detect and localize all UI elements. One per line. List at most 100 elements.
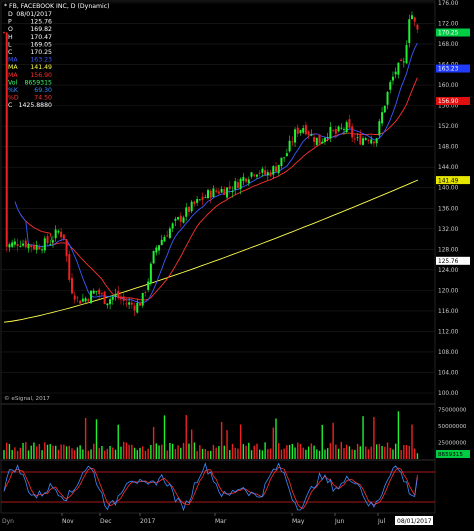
candle-body (5, 32, 8, 247)
volume-bar (373, 417, 375, 459)
data-window-value: 169.05 (30, 41, 52, 48)
candle-body (296, 127, 299, 134)
candle-body (359, 135, 362, 145)
candle-body (3, 32, 5, 33)
volume-bar (253, 445, 255, 459)
volume-badge (436, 450, 470, 458)
volume-bar (114, 449, 117, 459)
candle-body (351, 126, 354, 138)
volume-bar (261, 450, 264, 459)
date-axis[interactable]: Nov Dec 2017 Mar May Jun Jul 08/01/2017 (61, 513, 433, 525)
stochastic-panel (0, 459, 436, 514)
candle-body (174, 218, 177, 221)
volume-bar (210, 450, 212, 459)
volume-bar (416, 453, 419, 459)
volume-bar (171, 443, 174, 459)
volume-bar (283, 448, 285, 459)
candle-body (46, 236, 49, 244)
volume-bar (307, 446, 310, 459)
price-tick-label: 152.00 (438, 124, 459, 130)
data-window: D 08/01/2017 P 125.76 O 169.82 H 170.47 L 169.05 C… (8, 11, 52, 109)
data-window-value: 170.47 (30, 34, 52, 41)
candle-body (337, 126, 340, 132)
candle-body (54, 229, 57, 239)
volume-bar (180, 447, 182, 459)
volume-bar (22, 442, 24, 459)
date-tick-label: May (292, 518, 305, 525)
date-tick-label: 2017 (140, 518, 155, 525)
volume-bar (356, 443, 359, 459)
candle-body (193, 201, 196, 205)
volume-bar (63, 444, 65, 459)
candle-body (114, 293, 117, 297)
candle-body (51, 240, 54, 243)
candle-body (119, 296, 122, 300)
price-axis[interactable]: 176.00172.00168.00164.00160.00156.00152.… (436, 1, 470, 397)
candle-body (71, 278, 73, 294)
volume-bar (250, 450, 253, 459)
date-badge (395, 516, 433, 525)
volume-bar (348, 446, 351, 459)
volume-bar (14, 447, 16, 459)
candle-body (62, 234, 65, 239)
candle-body (242, 176, 245, 182)
candle-body (307, 131, 310, 136)
candle-body (190, 201, 193, 212)
volume-bar (264, 442, 266, 459)
data-window-value: 125.76 (30, 19, 52, 26)
candle-body (340, 127, 343, 129)
data-window-label: D (8, 11, 13, 18)
candle-body (321, 141, 324, 144)
candle-body (283, 157, 286, 159)
volume-bar (248, 442, 250, 459)
candle-body (236, 182, 239, 189)
stochastic-lines (1, 462, 435, 512)
candle-body (187, 206, 190, 212)
volume-bar (318, 450, 321, 459)
volume-bar (90, 449, 92, 459)
volume-bar (305, 449, 307, 459)
candle-body (391, 76, 394, 81)
price-tick-label: 120.00 (438, 288, 459, 294)
corner-label[interactable]: Dyn (2, 518, 14, 525)
volume-bar (370, 446, 372, 459)
volume-bar (25, 442, 27, 459)
volume-bar (408, 446, 410, 459)
data-window-value: 156.90 (30, 72, 52, 79)
volume-bar (343, 447, 345, 459)
volume-bar (299, 443, 302, 459)
candle-body (364, 138, 367, 140)
volume-bar (280, 449, 283, 459)
volume-bar (351, 449, 353, 459)
candle-body (49, 243, 52, 245)
volume-bar (84, 417, 87, 459)
price-tick-label: 172.00 (438, 22, 459, 28)
volume-bar (79, 445, 81, 459)
candle-body (367, 140, 370, 142)
candle-body (30, 244, 33, 248)
candle-body (152, 251, 155, 264)
data-window-value: 169.82 (30, 26, 52, 33)
volume-bar (316, 449, 318, 459)
price-tick-label: 132.00 (438, 227, 459, 233)
candle-body (84, 298, 87, 302)
volume-bar (329, 443, 332, 459)
data-window-value: 69.30 (34, 87, 52, 94)
candle-body (19, 246, 22, 247)
volume-bar (313, 445, 315, 459)
volume-bar (155, 443, 158, 459)
volume-bar (226, 430, 228, 459)
volume-bar (310, 443, 313, 459)
volume-bar (294, 447, 296, 459)
volume-bar (144, 450, 147, 459)
volume-bar (109, 446, 111, 459)
volume-bar (46, 444, 49, 459)
volume-bar (414, 448, 416, 459)
candlestick-series (3, 11, 419, 317)
volume-bar (30, 445, 32, 459)
volume-axis: 75000000 50000000 25000000 8659315 (436, 407, 470, 458)
candle-body (95, 291, 98, 292)
volume-bar (239, 424, 242, 459)
